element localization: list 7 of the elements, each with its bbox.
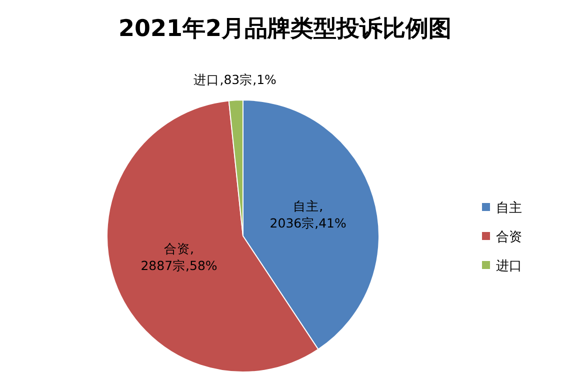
data-label: 进口,83宗,1%	[194, 72, 277, 88]
data-label: 合资,2887宗,58%	[140, 241, 218, 274]
chart-title: 2021年2月品牌类型投诉比例图	[118, 16, 452, 42]
legend-label: 合资	[496, 230, 522, 245]
legend-label: 自主	[496, 200, 522, 216]
legend-label: 进口	[496, 259, 522, 274]
data-label: 自主,2036宗,41%	[270, 198, 346, 230]
